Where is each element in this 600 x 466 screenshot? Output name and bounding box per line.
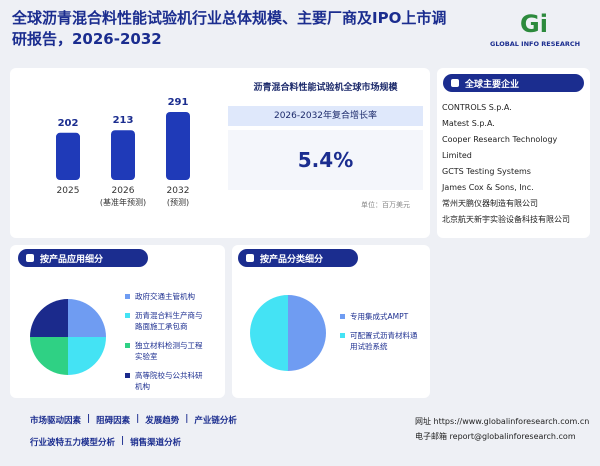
category-sublabel: (基准年预测) (100, 197, 146, 207)
separator: | (136, 414, 140, 424)
value-label: 202 (58, 118, 79, 129)
legend-swatch (125, 294, 130, 299)
separator: | (185, 414, 189, 424)
company: CONTROLS S.p.A. (442, 103, 512, 112)
separator: | (87, 414, 91, 424)
legend-item: 政府交通主管机构 (125, 291, 205, 302)
company: 常州天鹏仪器制造有限公司 (442, 199, 538, 208)
cagr-value: 5.4% (228, 130, 423, 190)
company: 北京航天新宇实验设备科技有限公司 (442, 215, 570, 224)
separator: | (121, 436, 125, 446)
legend-item: 高等院校与公共科研机构 (125, 370, 205, 392)
legend-label: 高等院校与公共科研机构 (135, 371, 203, 391)
category-sublabel: (预测) (167, 197, 189, 207)
legend-label: 专用集成式AMPT (350, 312, 409, 321)
product-title: 按产品分类细分 (238, 249, 358, 267)
legend-swatch (340, 314, 345, 319)
company: GCTS Testing Systems (442, 167, 531, 176)
legend-item: 独立材料检测与工程实验室 (125, 340, 205, 362)
legend: 政府交通主管机构沥青混合料生产商与路面施工承包商 独立材料检测与工程实验室 高等院校… (125, 291, 205, 400)
legend-label: 独立材料检测与工程实验室 (135, 341, 203, 361)
legend-swatch (125, 343, 130, 348)
market-panel: 202 2025 213 2026 (基准年预测) 291 2032 (预测) 沥青混合料性能… (10, 68, 430, 238)
company: Cooper Research Technology Limited (442, 135, 558, 160)
contact: 网址 https://www.globalinforesearch.com.cn… (415, 414, 589, 444)
bar (111, 130, 135, 180)
company-list: CONTROLS S.p.A. Matest S.p.A. Cooper Resea… (442, 100, 588, 228)
pie-chart (30, 299, 106, 375)
companies-title: 全球主要企业 (443, 74, 584, 92)
cagr-label: 2026-2032年复合增长率 (228, 106, 423, 126)
footer-link[interactable]: 发展趋势 (145, 416, 180, 426)
legend-item: 沥青混合料生产商与路面施工承包商 (125, 310, 205, 332)
website[interactable]: https://www.globalinforesearch.com.cn (433, 417, 590, 426)
product-panel: 按产品分类细分 专用集成式AMPT 可配置式沥青材料通用试验系统 (232, 245, 430, 398)
logo-text: GLOBAL INFO RESEARCH (490, 40, 581, 48)
footer-links: 市场驱动因素 | 阻碍因素 | 发展趋势 | 产业链分析行业波特五力模型分析 | 销售渠道分析 (30, 414, 330, 448)
application-panel: 按产品应用细分 政府交通主管机构沥青混合料生产商与路面施工承包商 独立材料检测与工… (10, 245, 225, 398)
title: 全球沥青混合料性能试验机行业总体规模、主要厂商及IPO上市调研报告，2026-2… (12, 9, 447, 48)
pie-slice (68, 337, 106, 375)
email-label: 电子邮箱 (415, 432, 447, 441)
category-label: 2025 (57, 186, 80, 196)
company: James Cox & Sons, Inc. (442, 183, 534, 192)
bar-chart: 202 2025 213 2026(基准年预测) 291 2032(预测) (56, 97, 190, 207)
footer-link[interactable]: 行业波特五力模型分析 (30, 438, 116, 448)
legend: 专用集成式AMPT 可配置式沥青材料通用试验系统 (340, 311, 420, 360)
value-label: 291 (168, 97, 189, 108)
website-label: 网址 (415, 417, 431, 426)
legend-item: 可配置式沥青材料通用试验系统 (340, 330, 420, 352)
category-label: 2032 (167, 186, 190, 196)
logo-mark: Gi (520, 10, 548, 38)
companies-panel: 全球主要企业 CONTROLS S.p.A. Matest S.p.A. Coope… (437, 68, 590, 238)
market-title: 沥青混合料性能试验机全球市场规模 (253, 83, 398, 93)
pie-slice (68, 299, 106, 337)
footer-link[interactable]: 产业链分析 (194, 416, 237, 426)
legend-item: 专用集成式AMPT (340, 311, 420, 322)
legend-label: 政府交通主管机构 (135, 292, 195, 301)
email[interactable]: report@globalinforesearch.com (449, 432, 576, 441)
legend-swatch (125, 313, 130, 318)
footer-link[interactable]: 销售渠道分析 (130, 438, 182, 448)
footer-link[interactable]: 市场驱动因素 (30, 416, 82, 426)
application-title: 按产品应用细分 (18, 249, 148, 267)
bar (166, 112, 190, 180)
value-label: 213 (113, 115, 134, 126)
footer-link[interactable]: 阻碍因素 (96, 416, 131, 426)
bar (56, 132, 80, 180)
pie-slice (250, 295, 288, 371)
pie-slice (30, 299, 68, 337)
legend-label: 沥青混合料生产商与路面施工承包商 (135, 311, 203, 331)
unit: 单位：百万美元 (361, 201, 410, 209)
pie-slice (288, 295, 326, 371)
legend-swatch (125, 373, 130, 378)
legend-swatch (340, 333, 345, 338)
pie-chart (250, 295, 326, 371)
category-label: 2026 (112, 186, 135, 196)
legend-label: 可配置式沥青材料通用试验系统 (350, 331, 418, 351)
company: Matest S.p.A. (442, 119, 495, 128)
pie-slice (30, 337, 68, 375)
